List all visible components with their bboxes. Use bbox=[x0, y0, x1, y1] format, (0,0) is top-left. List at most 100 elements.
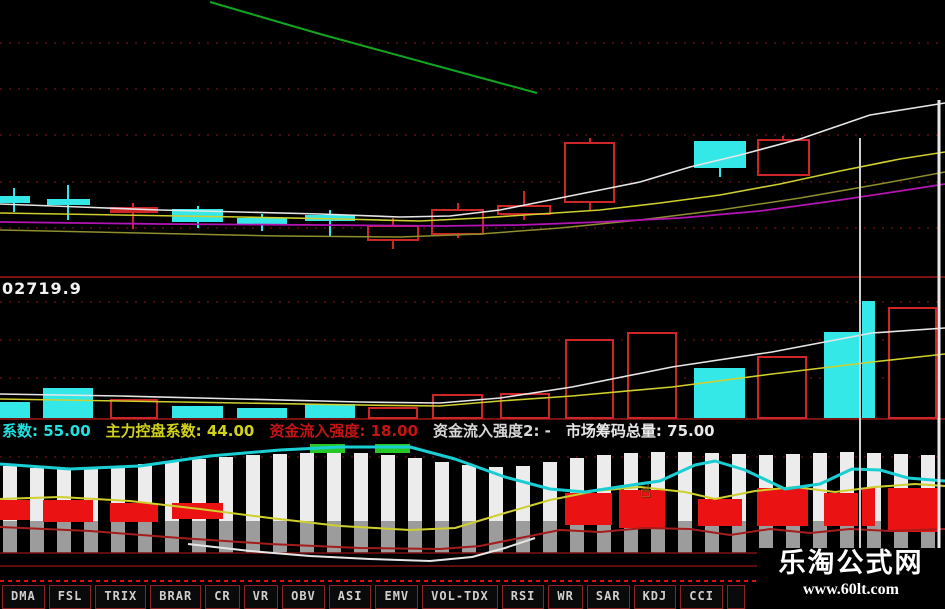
signal-block-red bbox=[824, 493, 858, 526]
tab-cci[interactable]: CCI bbox=[680, 585, 723, 609]
chip-column-gray bbox=[138, 521, 152, 553]
candle-body bbox=[110, 207, 158, 213]
volume-bar bbox=[824, 332, 859, 418]
watermark: 乐淘公式网 www.60lt.com bbox=[757, 548, 945, 609]
volume-bar bbox=[172, 406, 223, 418]
chip-column-white bbox=[381, 455, 395, 521]
chip-column-gray bbox=[57, 521, 71, 553]
candle-body bbox=[564, 142, 615, 203]
vol-white bbox=[0, 327, 945, 404]
price-axis-label: 02719.9 bbox=[2, 279, 82, 298]
watermark-title: 乐淘公式网 bbox=[778, 548, 924, 579]
tab-fsl[interactable]: FSL bbox=[48, 585, 92, 609]
ind-white bbox=[187, 537, 536, 562]
indicator-segment: 资金流入强度: 18.00 bbox=[269, 422, 419, 440]
tab-vol-tdx[interactable]: VOL-TDX bbox=[422, 585, 498, 609]
chip-column-gray bbox=[3, 521, 17, 553]
indicator-segment: 系数: 55.00 bbox=[2, 422, 91, 440]
indicator-segment: 主力控盘系数: 44.00 bbox=[105, 422, 255, 440]
volume-bar bbox=[305, 404, 355, 418]
chip-column-gray bbox=[786, 521, 800, 553]
tab-wr[interactable]: WR bbox=[548, 585, 583, 609]
chip-column-gray bbox=[705, 521, 719, 553]
signal-block-red bbox=[565, 493, 612, 525]
candle-body bbox=[237, 218, 287, 224]
chip-column-gray bbox=[813, 521, 827, 553]
tab-vr[interactable]: VR bbox=[243, 585, 279, 609]
chip-column-white bbox=[435, 462, 449, 521]
indicator-tab-bar: DMA FSL TRIX BRAR CR VR OBV ASI EMV VOL-TDX RSI WR S… bbox=[0, 582, 945, 609]
chip-column-gray bbox=[84, 521, 98, 553]
signal-block-red bbox=[0, 500, 30, 520]
candle-body bbox=[497, 205, 551, 215]
chip-column-white bbox=[300, 453, 314, 521]
ind-darkred bbox=[0, 526, 945, 550]
volume-bar bbox=[757, 356, 807, 419]
chip-column-white bbox=[516, 466, 530, 521]
tab-cr[interactable]: CR bbox=[205, 585, 240, 609]
signal-block-red bbox=[619, 490, 665, 528]
chip-column-gray bbox=[678, 521, 692, 553]
signal-block-red bbox=[43, 500, 93, 522]
tab-brar[interactable]: BRAR bbox=[150, 585, 202, 609]
chip-column-gray bbox=[219, 521, 233, 553]
volume-bar bbox=[0, 402, 30, 418]
signal-block-red bbox=[698, 499, 742, 526]
chip-column-gray bbox=[732, 521, 746, 553]
chip-column-white bbox=[543, 462, 557, 521]
volume-bar bbox=[110, 399, 158, 419]
chip-column-white bbox=[354, 453, 368, 521]
chip-column-white bbox=[462, 465, 476, 521]
indicator-value-row: 系数: 55.00 主力控盘系数: 44.00 资金流入强度: 18.00 资金流入强… bbox=[2, 420, 715, 440]
chip-column-white bbox=[273, 454, 287, 521]
indicator-segment: 资金流入强度2: - bbox=[433, 422, 551, 440]
signal-block-red bbox=[862, 488, 875, 526]
watermark-url: www.60lt.com bbox=[803, 581, 899, 598]
candle-body bbox=[367, 225, 419, 241]
chip-column-gray bbox=[111, 521, 125, 553]
chip-column-gray bbox=[246, 521, 260, 553]
candle-body bbox=[757, 139, 810, 176]
signal-block-red bbox=[757, 488, 808, 526]
chip-column-gray bbox=[30, 521, 44, 553]
chip-column-gray bbox=[327, 521, 341, 553]
chip-column-gray bbox=[273, 521, 287, 553]
chip-column-gray bbox=[300, 521, 314, 553]
chip-column-gray bbox=[462, 521, 476, 553]
ind-yellow bbox=[0, 483, 945, 531]
chip-column-gray bbox=[597, 521, 611, 553]
trend-green bbox=[209, 1, 538, 94]
chip-column-white bbox=[489, 467, 503, 521]
volume-bar bbox=[237, 408, 287, 418]
chip-column-white bbox=[678, 452, 692, 521]
tab-obv[interactable]: OBV bbox=[282, 585, 325, 609]
vol-yellow bbox=[0, 353, 945, 407]
volume-bar bbox=[694, 368, 745, 418]
chip-column-white bbox=[30, 468, 44, 521]
tab-partial[interactable] bbox=[726, 585, 745, 609]
ma-khaki bbox=[0, 171, 945, 238]
tab-sar[interactable]: SAR bbox=[586, 585, 630, 609]
tab-trix[interactable]: TRIX bbox=[95, 585, 147, 609]
tab-kdj[interactable]: KDJ bbox=[633, 585, 677, 609]
tab-emv[interactable]: EMV bbox=[375, 585, 419, 609]
tab-asi[interactable]: ASI bbox=[328, 585, 372, 609]
volume-bar bbox=[368, 407, 418, 419]
signal-block-red bbox=[888, 488, 938, 532]
ma-yellow bbox=[0, 151, 945, 222]
chip-column-white bbox=[813, 453, 827, 521]
tab-dma[interactable]: DMA bbox=[2, 585, 45, 609]
candle-body bbox=[47, 199, 90, 205]
hand-cursor-icon: ☝ bbox=[640, 481, 651, 502]
chip-column-gray bbox=[543, 521, 557, 553]
volume-bar bbox=[862, 301, 875, 418]
chip-column-gray bbox=[867, 521, 881, 553]
tab-rsi[interactable]: RSI bbox=[501, 585, 545, 609]
volume-bar bbox=[565, 339, 614, 419]
ind-cyan bbox=[0, 445, 945, 494]
chip-column-gray bbox=[570, 521, 584, 553]
volume-bar bbox=[627, 332, 677, 419]
indicator-segment: 市场筹码总量: 75.00 bbox=[565, 422, 715, 440]
volume-bar bbox=[888, 307, 937, 419]
